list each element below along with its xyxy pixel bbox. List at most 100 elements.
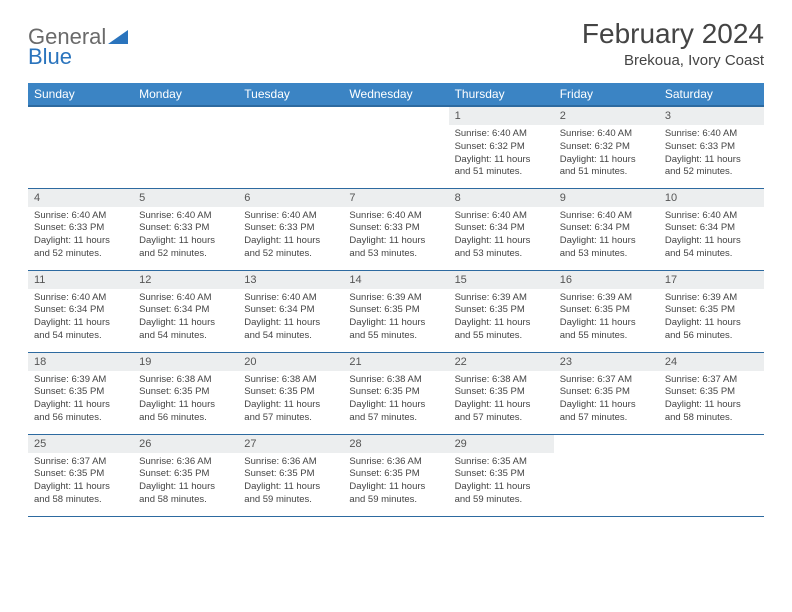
day-details: Sunrise: 6:40 AMSunset: 6:34 PMDaylight:…: [554, 207, 659, 265]
day-number: 13: [238, 271, 343, 289]
calendar-cell: 5Sunrise: 6:40 AMSunset: 6:33 PMDaylight…: [133, 188, 238, 270]
logo-triangle-icon: [108, 28, 130, 46]
calendar-cell: 24Sunrise: 6:37 AMSunset: 6:35 PMDayligh…: [659, 352, 764, 434]
calendar-row: 4Sunrise: 6:40 AMSunset: 6:33 PMDaylight…: [28, 188, 764, 270]
title-block: February 2024 Brekoua, Ivory Coast: [582, 18, 764, 69]
day-number: 3: [659, 107, 764, 125]
day-number: 1: [449, 107, 554, 125]
calendar-cell: 4Sunrise: 6:40 AMSunset: 6:33 PMDaylight…: [28, 188, 133, 270]
day-number: 5: [133, 189, 238, 207]
calendar-row: 25Sunrise: 6:37 AMSunset: 6:35 PMDayligh…: [28, 434, 764, 516]
day-details: Sunrise: 6:39 AMSunset: 6:35 PMDaylight:…: [449, 289, 554, 347]
calendar-cell: 13Sunrise: 6:40 AMSunset: 6:34 PMDayligh…: [238, 270, 343, 352]
calendar-cell: 12Sunrise: 6:40 AMSunset: 6:34 PMDayligh…: [133, 270, 238, 352]
day-details: Sunrise: 6:38 AMSunset: 6:35 PMDaylight:…: [238, 371, 343, 429]
day-details: Sunrise: 6:38 AMSunset: 6:35 PMDaylight:…: [133, 371, 238, 429]
weekday-thursday: Thursday: [449, 83, 554, 106]
day-number: 23: [554, 353, 659, 371]
day-number: 28: [343, 435, 448, 453]
calendar-cell: 19Sunrise: 6:38 AMSunset: 6:35 PMDayligh…: [133, 352, 238, 434]
calendar-cell: 11Sunrise: 6:40 AMSunset: 6:34 PMDayligh…: [28, 270, 133, 352]
day-number: 12: [133, 271, 238, 289]
logo-text-blue: Blue: [28, 44, 72, 69]
weekday-friday: Friday: [554, 83, 659, 106]
weekday-wednesday: Wednesday: [343, 83, 448, 106]
calendar-cell: 25Sunrise: 6:37 AMSunset: 6:35 PMDayligh…: [28, 434, 133, 516]
day-number: 21: [343, 353, 448, 371]
day-number: 11: [28, 271, 133, 289]
calendar-body: ........1Sunrise: 6:40 AMSunset: 6:32 PM…: [28, 106, 764, 516]
calendar-cell: ..: [238, 106, 343, 188]
calendar-cell: 20Sunrise: 6:38 AMSunset: 6:35 PMDayligh…: [238, 352, 343, 434]
day-number: 26: [133, 435, 238, 453]
day-number: 10: [659, 189, 764, 207]
calendar-cell: 15Sunrise: 6:39 AMSunset: 6:35 PMDayligh…: [449, 270, 554, 352]
day-number: 6: [238, 189, 343, 207]
logo-blue-row: Blue: [28, 44, 72, 70]
day-details: Sunrise: 6:40 AMSunset: 6:34 PMDaylight:…: [659, 207, 764, 265]
day-details: Sunrise: 6:40 AMSunset: 6:33 PMDaylight:…: [133, 207, 238, 265]
page-header: General February 2024 Brekoua, Ivory Coa…: [28, 18, 764, 69]
day-number: 19: [133, 353, 238, 371]
calendar-cell: 9Sunrise: 6:40 AMSunset: 6:34 PMDaylight…: [554, 188, 659, 270]
weekday-tuesday: Tuesday: [238, 83, 343, 106]
calendar-cell: ..: [133, 106, 238, 188]
calendar-cell: ..: [554, 434, 659, 516]
calendar-cell: 6Sunrise: 6:40 AMSunset: 6:33 PMDaylight…: [238, 188, 343, 270]
day-number: 16: [554, 271, 659, 289]
calendar-cell: 7Sunrise: 6:40 AMSunset: 6:33 PMDaylight…: [343, 188, 448, 270]
calendar-cell: 29Sunrise: 6:35 AMSunset: 6:35 PMDayligh…: [449, 434, 554, 516]
weekday-monday: Monday: [133, 83, 238, 106]
calendar-cell: 28Sunrise: 6:36 AMSunset: 6:35 PMDayligh…: [343, 434, 448, 516]
day-details: Sunrise: 6:39 AMSunset: 6:35 PMDaylight:…: [554, 289, 659, 347]
calendar-cell: 21Sunrise: 6:38 AMSunset: 6:35 PMDayligh…: [343, 352, 448, 434]
day-number: 22: [449, 353, 554, 371]
weekday-header-row: SundayMondayTuesdayWednesdayThursdayFrid…: [28, 83, 764, 106]
calendar-cell: 10Sunrise: 6:40 AMSunset: 6:34 PMDayligh…: [659, 188, 764, 270]
calendar-cell: 16Sunrise: 6:39 AMSunset: 6:35 PMDayligh…: [554, 270, 659, 352]
calendar-cell: ..: [343, 106, 448, 188]
calendar-cell: 27Sunrise: 6:36 AMSunset: 6:35 PMDayligh…: [238, 434, 343, 516]
month-title: February 2024: [582, 18, 764, 50]
weekday-saturday: Saturday: [659, 83, 764, 106]
day-details: Sunrise: 6:40 AMSunset: 6:33 PMDaylight:…: [343, 207, 448, 265]
day-details: Sunrise: 6:40 AMSunset: 6:34 PMDaylight:…: [449, 207, 554, 265]
calendar-cell: 14Sunrise: 6:39 AMSunset: 6:35 PMDayligh…: [343, 270, 448, 352]
day-details: Sunrise: 6:39 AMSunset: 6:35 PMDaylight:…: [659, 289, 764, 347]
calendar-row: 18Sunrise: 6:39 AMSunset: 6:35 PMDayligh…: [28, 352, 764, 434]
day-number: 24: [659, 353, 764, 371]
day-details: Sunrise: 6:36 AMSunset: 6:35 PMDaylight:…: [133, 453, 238, 511]
weekday-sunday: Sunday: [28, 83, 133, 106]
calendar-cell: 26Sunrise: 6:36 AMSunset: 6:35 PMDayligh…: [133, 434, 238, 516]
day-details: Sunrise: 6:35 AMSunset: 6:35 PMDaylight:…: [449, 453, 554, 511]
day-number: 20: [238, 353, 343, 371]
day-details: Sunrise: 6:40 AMSunset: 6:33 PMDaylight:…: [28, 207, 133, 265]
day-details: Sunrise: 6:39 AMSunset: 6:35 PMDaylight:…: [28, 371, 133, 429]
calendar-page: General February 2024 Brekoua, Ivory Coa…: [0, 0, 792, 612]
calendar-row: 11Sunrise: 6:40 AMSunset: 6:34 PMDayligh…: [28, 270, 764, 352]
day-details: Sunrise: 6:38 AMSunset: 6:35 PMDaylight:…: [449, 371, 554, 429]
day-number: 8: [449, 189, 554, 207]
day-details: Sunrise: 6:36 AMSunset: 6:35 PMDaylight:…: [343, 453, 448, 511]
day-details: Sunrise: 6:40 AMSunset: 6:32 PMDaylight:…: [449, 125, 554, 183]
calendar-cell: 3Sunrise: 6:40 AMSunset: 6:33 PMDaylight…: [659, 106, 764, 188]
calendar-table: SundayMondayTuesdayWednesdayThursdayFrid…: [28, 83, 764, 517]
day-number: 27: [238, 435, 343, 453]
day-number: 17: [659, 271, 764, 289]
calendar-cell: 17Sunrise: 6:39 AMSunset: 6:35 PMDayligh…: [659, 270, 764, 352]
calendar-cell: 2Sunrise: 6:40 AMSunset: 6:32 PMDaylight…: [554, 106, 659, 188]
day-number: 7: [343, 189, 448, 207]
day-number: 15: [449, 271, 554, 289]
calendar-cell: ..: [28, 106, 133, 188]
day-details: Sunrise: 6:37 AMSunset: 6:35 PMDaylight:…: [554, 371, 659, 429]
day-details: Sunrise: 6:40 AMSunset: 6:34 PMDaylight:…: [28, 289, 133, 347]
day-number: 18: [28, 353, 133, 371]
calendar-cell: 22Sunrise: 6:38 AMSunset: 6:35 PMDayligh…: [449, 352, 554, 434]
day-number: 25: [28, 435, 133, 453]
calendar-cell: 23Sunrise: 6:37 AMSunset: 6:35 PMDayligh…: [554, 352, 659, 434]
day-details: Sunrise: 6:40 AMSunset: 6:33 PMDaylight:…: [238, 207, 343, 265]
day-details: Sunrise: 6:36 AMSunset: 6:35 PMDaylight:…: [238, 453, 343, 511]
day-number: 9: [554, 189, 659, 207]
day-number: 4: [28, 189, 133, 207]
calendar-cell: 8Sunrise: 6:40 AMSunset: 6:34 PMDaylight…: [449, 188, 554, 270]
